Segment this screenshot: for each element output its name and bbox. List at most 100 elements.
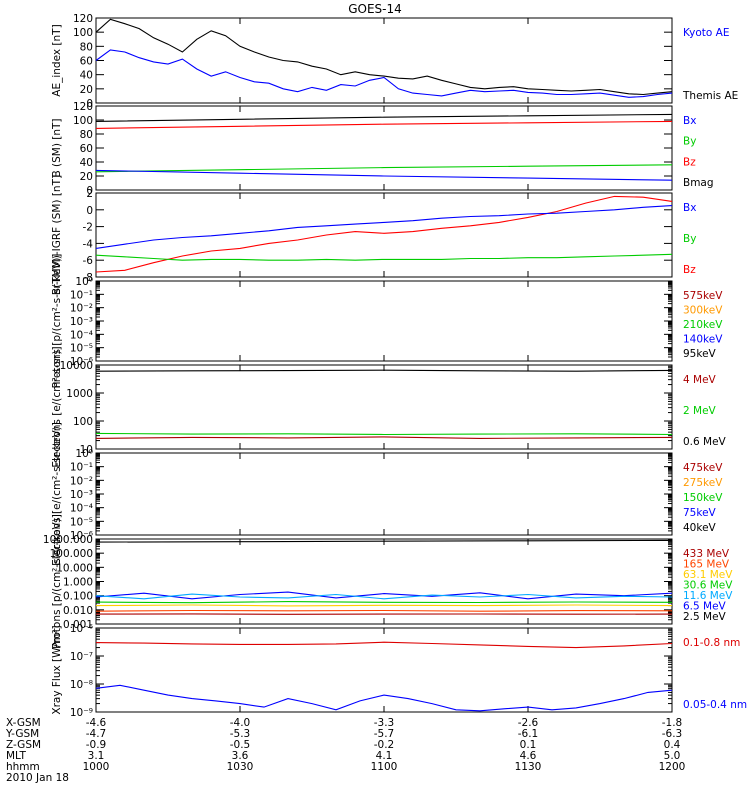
series-line-bz xyxy=(96,121,672,128)
series-line-63-1-mev xyxy=(96,605,672,606)
y-tick-label: -2 xyxy=(83,222,93,234)
panel-frame xyxy=(96,281,672,361)
y-tick-label: 100 xyxy=(73,27,93,39)
panel-frame xyxy=(96,193,672,277)
y-tick-label: 10⁻⁵ xyxy=(70,516,93,528)
legend-label: By xyxy=(683,233,696,245)
date-label: 2010 Jan 18 xyxy=(6,772,69,784)
y-tick-label: 40 xyxy=(80,157,93,169)
legend-label: 575keV xyxy=(683,290,723,302)
legend-label: 2 MeV xyxy=(683,405,717,417)
legend-label: Bmag xyxy=(683,177,714,189)
y-tick-label: 10⁰ xyxy=(75,448,93,460)
y-tick-label: 100 xyxy=(73,416,93,428)
y-tick-label: 100 xyxy=(73,115,93,127)
y-tick-label: 10⁻¹ xyxy=(70,289,93,301)
series-line-0-6-mev xyxy=(96,370,672,371)
y-tick-label: 60 xyxy=(80,56,93,68)
y-axis-label: B (SM) [nT] xyxy=(51,118,63,177)
x-axis-table: X-GSM-4.6-4.0-3.3-2.6-1.8Y-GSM-4.7-5.3-5… xyxy=(5,717,685,784)
panel-frame xyxy=(96,453,672,535)
series-line-0-1-0-8-nm xyxy=(96,642,672,647)
y-tick-label: 10⁻⁷ xyxy=(70,651,93,663)
legend-label: 2.5 MeV xyxy=(683,611,727,623)
y-tick-label: -4 xyxy=(83,238,94,250)
y-tick-label: 10⁻⁸ xyxy=(70,679,93,691)
series-line-by xyxy=(96,254,672,260)
y-tick-label: 80 xyxy=(80,129,93,141)
y-tick-label: 2 xyxy=(86,188,93,200)
plot-title: GOES-14 xyxy=(348,2,402,16)
legend-label: Bz xyxy=(683,156,696,168)
panel-frame xyxy=(96,106,672,190)
legend-label: 150keV xyxy=(683,492,723,504)
y-tick-label: 120 xyxy=(73,13,93,25)
y-tick-label: 10⁻⁶ xyxy=(70,623,93,635)
y-tick-label: 1000 xyxy=(66,388,93,400)
series-line-bx xyxy=(96,170,672,180)
series-line-4-mev xyxy=(96,437,672,439)
y-tick-label: 10⁻¹ xyxy=(70,462,93,474)
y-tick-label: 10⁻⁴ xyxy=(70,329,93,341)
legend-label: 0.05-0.4 nm xyxy=(683,699,747,711)
legend-label: Bz xyxy=(683,264,696,276)
y-tick-label: 60 xyxy=(80,143,93,155)
legend-label: 75keV xyxy=(683,507,717,519)
y-tick-label: 10⁻⁵ xyxy=(70,343,93,355)
x-table-cell: 1030 xyxy=(227,761,254,773)
series-line-165-mev xyxy=(96,611,672,612)
y-tick-label: 20 xyxy=(80,171,93,183)
series-line-bx xyxy=(96,206,672,249)
x-table-cell: 1200 xyxy=(659,761,686,773)
legend-label: 95keV xyxy=(683,348,717,360)
series-line-2-mev xyxy=(96,433,672,434)
legend-label: By xyxy=(683,136,696,148)
legend-label: 140keV xyxy=(683,334,723,346)
panel-frame xyxy=(96,539,672,624)
legend-label: 4 MeV xyxy=(683,374,717,386)
legend-label: 210keV xyxy=(683,319,723,331)
y-tick-label: 10⁻² xyxy=(70,475,93,487)
y-axis-label: AE_index [nT] xyxy=(51,24,63,96)
legend-label: Themis AE xyxy=(682,90,738,102)
legend-label: 475keV xyxy=(683,462,723,474)
y-tick-label: 10⁻² xyxy=(70,303,93,315)
panel-frame xyxy=(96,628,672,712)
x-table-cell: 1000 xyxy=(83,761,110,773)
y-tick-label: 120 xyxy=(73,101,93,113)
y-tick-label: 10⁻⁴ xyxy=(70,503,93,515)
panel-7: 0.0010.0100.1001.00010.000100.0001000.00… xyxy=(43,514,733,649)
y-tick-label: 0.010 xyxy=(63,605,93,617)
legend-label: 275keV xyxy=(683,477,723,489)
legend-label: 300keV xyxy=(683,305,723,317)
x-table-cell: 1100 xyxy=(371,761,398,773)
y-tick-label: -6 xyxy=(83,255,94,267)
legend-label: Bx xyxy=(683,115,696,127)
series-line-themis-ae xyxy=(96,19,672,94)
series-line-by xyxy=(96,165,672,172)
y-tick-label: 0 xyxy=(86,205,93,217)
panel-group: 0 20 40 60 80 100 120 AE_index [nT] Kyoto AE Them… xyxy=(43,13,747,719)
series-line-30-6-mev xyxy=(96,602,672,603)
y-tick-label: 10⁰ xyxy=(75,276,93,288)
y-tick-label: 10⁻³ xyxy=(70,489,93,501)
y-axis-label: Xray Flux [W/m²] xyxy=(51,625,63,714)
legend-label: 0.6 MeV xyxy=(683,436,727,448)
y-tick-label: 0.100 xyxy=(63,591,93,603)
y-tick-label: 80 xyxy=(80,41,93,53)
legend-label: 40keV xyxy=(683,522,717,534)
legend-label: 0.1-0.8 nm xyxy=(683,637,740,649)
y-tick-label: 40 xyxy=(80,70,93,82)
legend-label: Kyoto AE xyxy=(683,27,729,39)
y-tick-label: 10⁻³ xyxy=(70,316,93,328)
legend-label: Bx xyxy=(683,202,696,214)
